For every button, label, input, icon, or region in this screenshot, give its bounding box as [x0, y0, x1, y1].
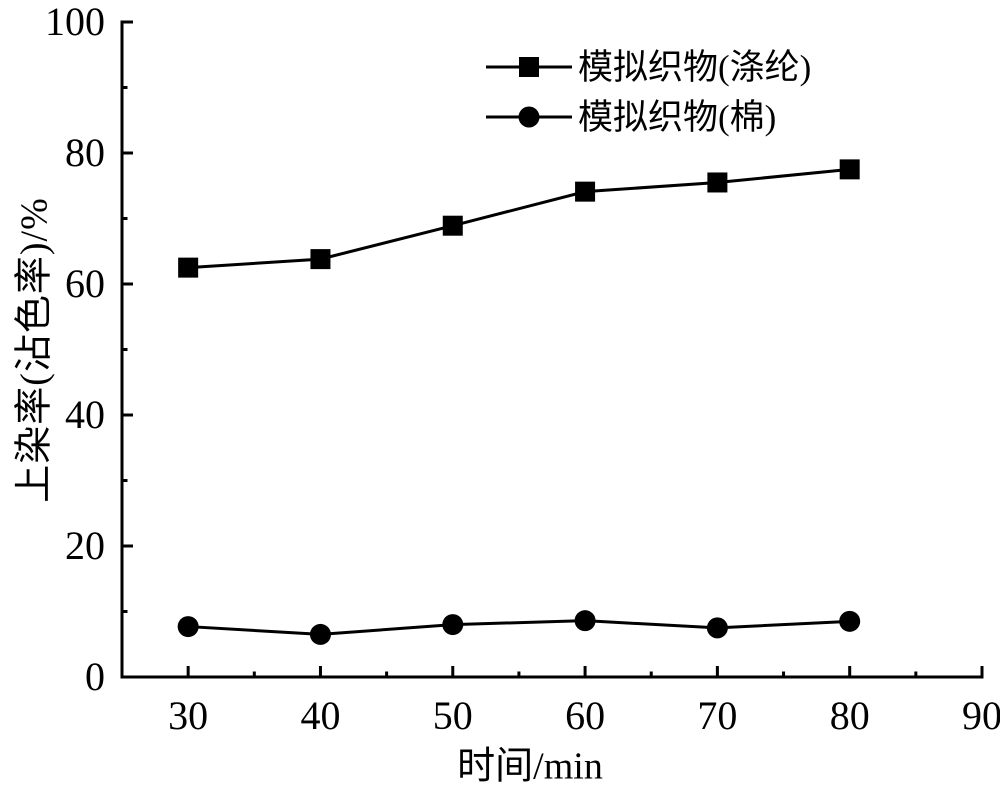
data-point-square: [310, 249, 331, 270]
x-tick-label: 80: [830, 693, 870, 738]
y-tick-label: 20: [65, 523, 105, 568]
x-axis-title: 时间/min: [457, 745, 603, 788]
legend-label-polyester: 模拟织物(涤纶): [578, 47, 812, 87]
data-point-square: [839, 159, 860, 180]
y-tick-label: 0: [85, 654, 105, 699]
data-point-circle: [839, 610, 861, 632]
data-point-square: [707, 172, 728, 193]
y-tick-label: 100: [45, 0, 105, 44]
x-tick-label: 30: [168, 693, 208, 738]
y-tick-label: 40: [65, 392, 105, 437]
square-marker-icon: [486, 54, 572, 80]
series-line-0: [188, 167, 850, 270]
x-tick-label: 70: [697, 693, 737, 738]
x-tick-label: 40: [300, 693, 340, 738]
x-tick-label: 50: [433, 693, 473, 738]
data-point-circle: [574, 610, 596, 632]
data-point-circle: [442, 614, 464, 636]
legend-item-cotton: 模拟织物(棉): [486, 92, 811, 142]
data-point-circle: [177, 616, 199, 638]
data-point-square: [575, 181, 596, 202]
y-axis-title: 上染率(沾色率)/%: [13, 197, 56, 503]
x-tick-label: 60: [565, 693, 605, 738]
legend-item-polyester: 模拟织物(涤纶): [486, 42, 811, 92]
data-point-circle: [309, 623, 331, 645]
data-point-circle: [706, 617, 728, 639]
legend-label-cotton: 模拟织物(棉): [578, 97, 777, 137]
data-point-square: [442, 215, 463, 236]
circle-marker-icon: [486, 104, 572, 130]
data-point-square: [178, 257, 199, 278]
x-tick-label: 90: [962, 693, 1000, 738]
legend: 模拟织物(涤纶) 模拟织物(棉): [486, 42, 811, 142]
y-tick-label: 60: [65, 261, 105, 306]
series-line-1: [188, 619, 850, 636]
y-tick-label: 80: [65, 130, 105, 175]
